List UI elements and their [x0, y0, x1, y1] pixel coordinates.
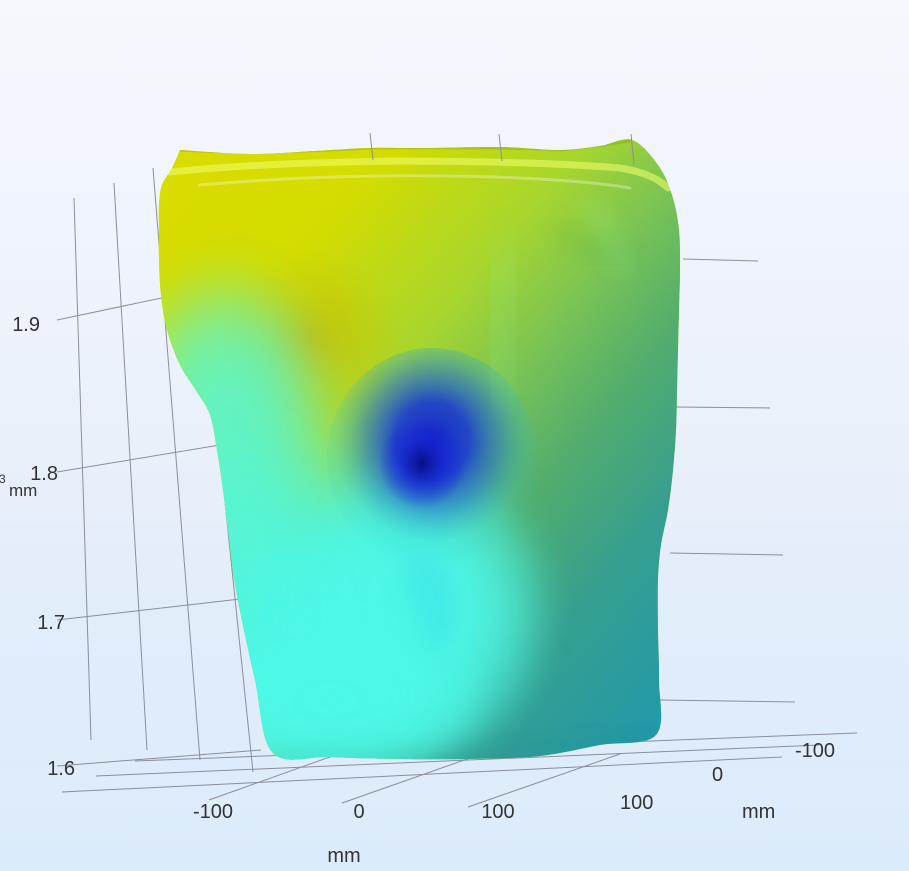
- svg-text:-100: -100: [193, 801, 233, 823]
- svg-text:1.7: 1.7: [37, 612, 65, 634]
- svg-text:-3: -3: [0, 472, 6, 486]
- svg-text:mm: mm: [327, 845, 360, 867]
- svg-text:100: 100: [620, 792, 653, 814]
- svg-text:-100: -100: [795, 740, 835, 762]
- svg-text:0: 0: [353, 801, 364, 823]
- svg-text:mm: mm: [742, 801, 775, 823]
- svg-text:100: 100: [481, 801, 514, 823]
- svg-text:mm: mm: [9, 481, 37, 500]
- svg-text:1.6: 1.6: [47, 758, 75, 780]
- svg-text:1.9: 1.9: [12, 314, 40, 336]
- svg-text:0: 0: [712, 764, 723, 786]
